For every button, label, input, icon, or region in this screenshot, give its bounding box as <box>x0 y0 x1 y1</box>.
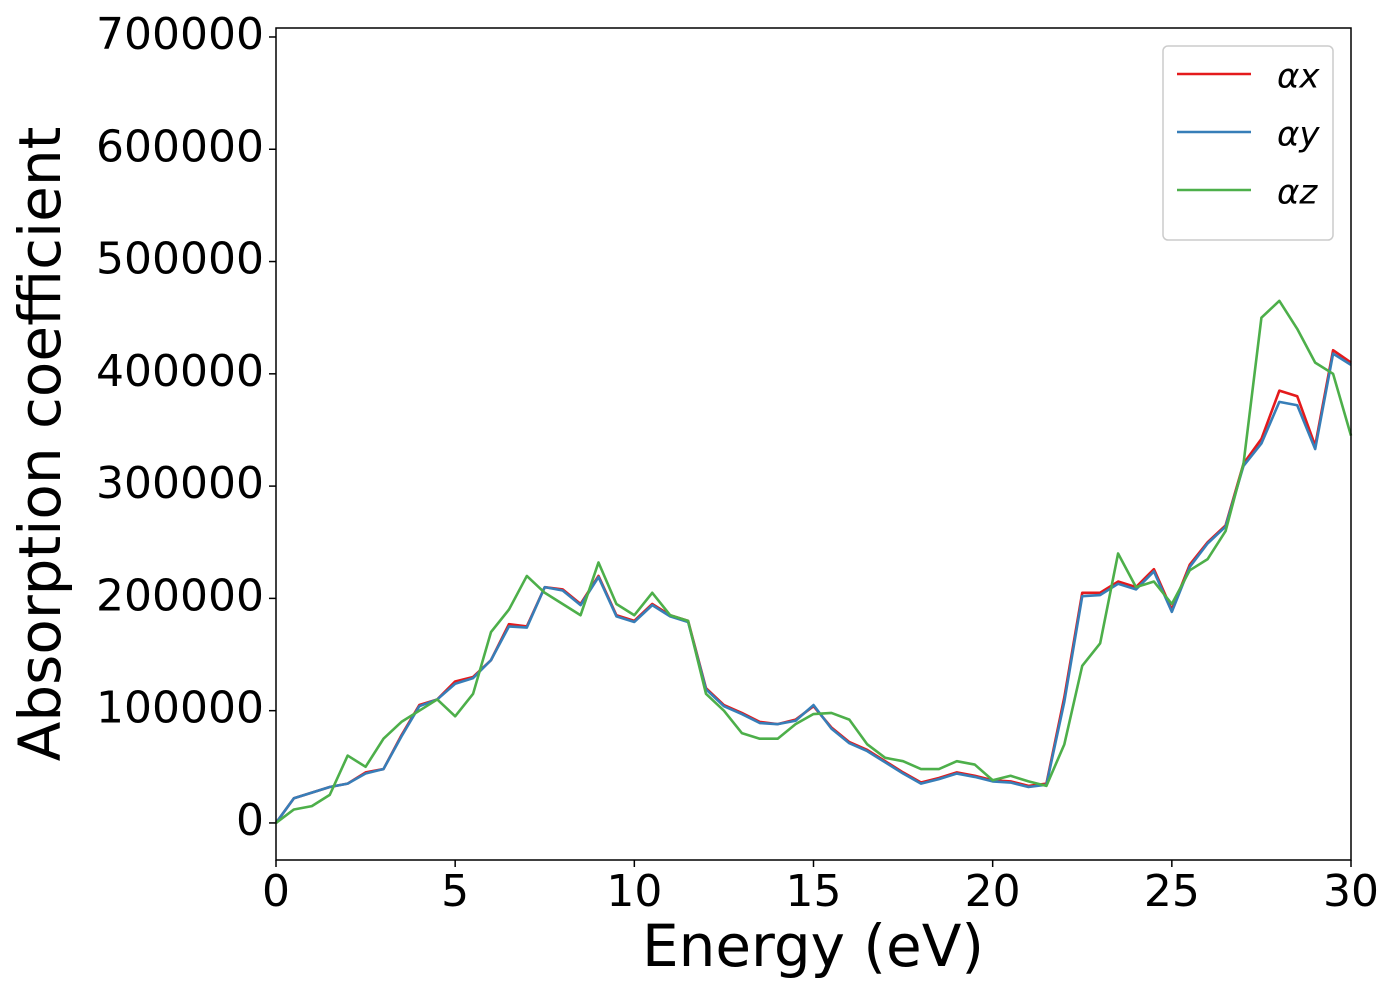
x-tick-label: 5 <box>441 866 469 917</box>
legend-label: αx <box>1277 57 1320 97</box>
legend-label: αz <box>1277 173 1318 213</box>
y-tick-label: 200000 <box>96 570 264 621</box>
x-tick-label: 15 <box>786 866 842 917</box>
x-tick-label: 20 <box>965 866 1021 917</box>
y-tick-label: 0 <box>236 795 264 846</box>
y-tick-label: 500000 <box>96 234 264 285</box>
x-tick-label: 30 <box>1323 866 1379 917</box>
legend-label: αy <box>1277 115 1320 155</box>
plot-frame <box>275 27 1352 861</box>
x-tick-label: 25 <box>1144 866 1200 917</box>
y-tick-label: 300000 <box>96 458 264 509</box>
series-line <box>274 352 1352 824</box>
y-tick-label: 400000 <box>96 346 264 397</box>
x-tick-label: 10 <box>606 866 662 917</box>
series-line <box>275 299 1353 824</box>
legend-box <box>1162 45 1334 241</box>
y-axis-label: Absorption coefficient <box>6 127 74 762</box>
y-tick-label: 100000 <box>96 683 264 734</box>
y-tick-label: 700000 <box>96 9 264 60</box>
series-line <box>274 348 1352 824</box>
x-axis-label: Energy (eV) <box>642 912 984 980</box>
x-tick-label: 0 <box>262 866 290 917</box>
y-tick-label: 600000 <box>96 121 264 172</box>
